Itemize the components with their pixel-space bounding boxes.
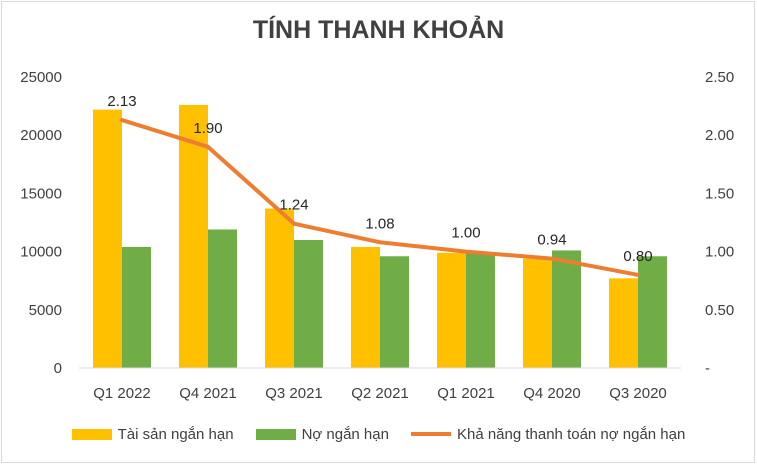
left-tick-label: 5000 (29, 302, 62, 319)
ratio-data-label: 2.13 (107, 93, 136, 110)
legend-swatch-current-ratio (410, 432, 451, 436)
bar-current-liabilities (208, 229, 237, 368)
category-label: Q4 2021 (179, 385, 237, 402)
ratio-data-label: 1.00 (451, 225, 480, 242)
right-tick-label: 2.00 (705, 127, 734, 144)
category-label: Q4 2020 (523, 385, 581, 402)
legend-swatch-current-liabilities (255, 428, 296, 440)
bar-current-assets (351, 246, 380, 368)
right-tick-label: 1.50 (705, 185, 734, 202)
left-tick-label: 25000 (20, 69, 62, 86)
legend-item-current-assets: Tài sản ngắn hạn (71, 425, 234, 443)
right-axis-ticks: - 0.50 1.00 1.50 2.00 2.50 (705, 69, 734, 377)
legend-item-current-liabilities: Nợ ngắn hạn (255, 425, 389, 443)
left-tick-label: 10000 (20, 244, 62, 261)
chart-title: TÍNH THANH KHOẢN (252, 16, 505, 44)
right-tick-label: 2.50 (705, 69, 734, 86)
legend-swatch-current-assets (71, 428, 112, 440)
legend: Tài sản ngắn hạn Nợ ngắn hạn Khả năng th… (0, 423, 757, 445)
left-tick-label: 15000 (20, 185, 62, 202)
bar-current-liabilities (638, 256, 667, 368)
left-axis-ticks: 0 5000 10000 15000 20000 25000 (20, 69, 62, 377)
bar-current-liabilities (552, 250, 581, 368)
ratio-data-label: 1.08 (365, 215, 394, 232)
left-tick-label: 20000 (20, 127, 62, 144)
legend-item-current-ratio: Khả năng thanh toán nợ ngắn hạn (410, 425, 686, 443)
bar-current-assets (179, 104, 208, 368)
bar-current-liabilities (466, 252, 495, 368)
left-tick-label: 0 (54, 360, 62, 377)
ratio-line (120, 118, 640, 277)
bar-current-assets (437, 252, 466, 368)
right-tick-label: - (705, 360, 710, 377)
category-label: Q3 2020 (609, 385, 667, 402)
ratio-data-label: 1.24 (279, 197, 308, 214)
category-label: Q1 2022 (93, 385, 151, 402)
category-label: Q3 2021 (265, 385, 323, 402)
bar-current-liabilities (294, 239, 323, 368)
category-label: Q1 2021 (437, 385, 495, 402)
bar-current-assets (523, 258, 552, 368)
bar-current-assets (93, 109, 122, 368)
category-labels: Q1 2022 Q4 2021 Q3 2021 Q2 2021 Q1 2021 Q4 20… (93, 385, 667, 402)
right-tick-label: 1.00 (705, 244, 734, 261)
ratio-data-label: 1.90 (193, 120, 222, 137)
ratio-data-labels: 2.13 1.90 1.24 1.08 1.00 0.94 0.80 (107, 93, 652, 265)
legend-label-current-ratio: Khả năng thanh toán nợ ngắn hạn (456, 425, 686, 443)
ratio-line-group (120, 118, 640, 277)
legend-label-current-assets: Tài sản ngắn hạn (117, 425, 234, 443)
bar-current-assets (609, 278, 638, 368)
legend-label-current-liabilities: Nợ ngắn hạn (301, 425, 389, 443)
bar-current-liabilities (380, 256, 409, 368)
bar-current-liabilities (122, 246, 151, 368)
category-label: Q2 2021 (351, 385, 409, 402)
ratio-data-label: 0.80 (623, 248, 652, 265)
bar-current-assets (265, 208, 294, 368)
right-tick-label: 0.50 (705, 302, 734, 319)
ratio-data-label: 0.94 (537, 232, 566, 249)
bars-group (93, 104, 667, 368)
